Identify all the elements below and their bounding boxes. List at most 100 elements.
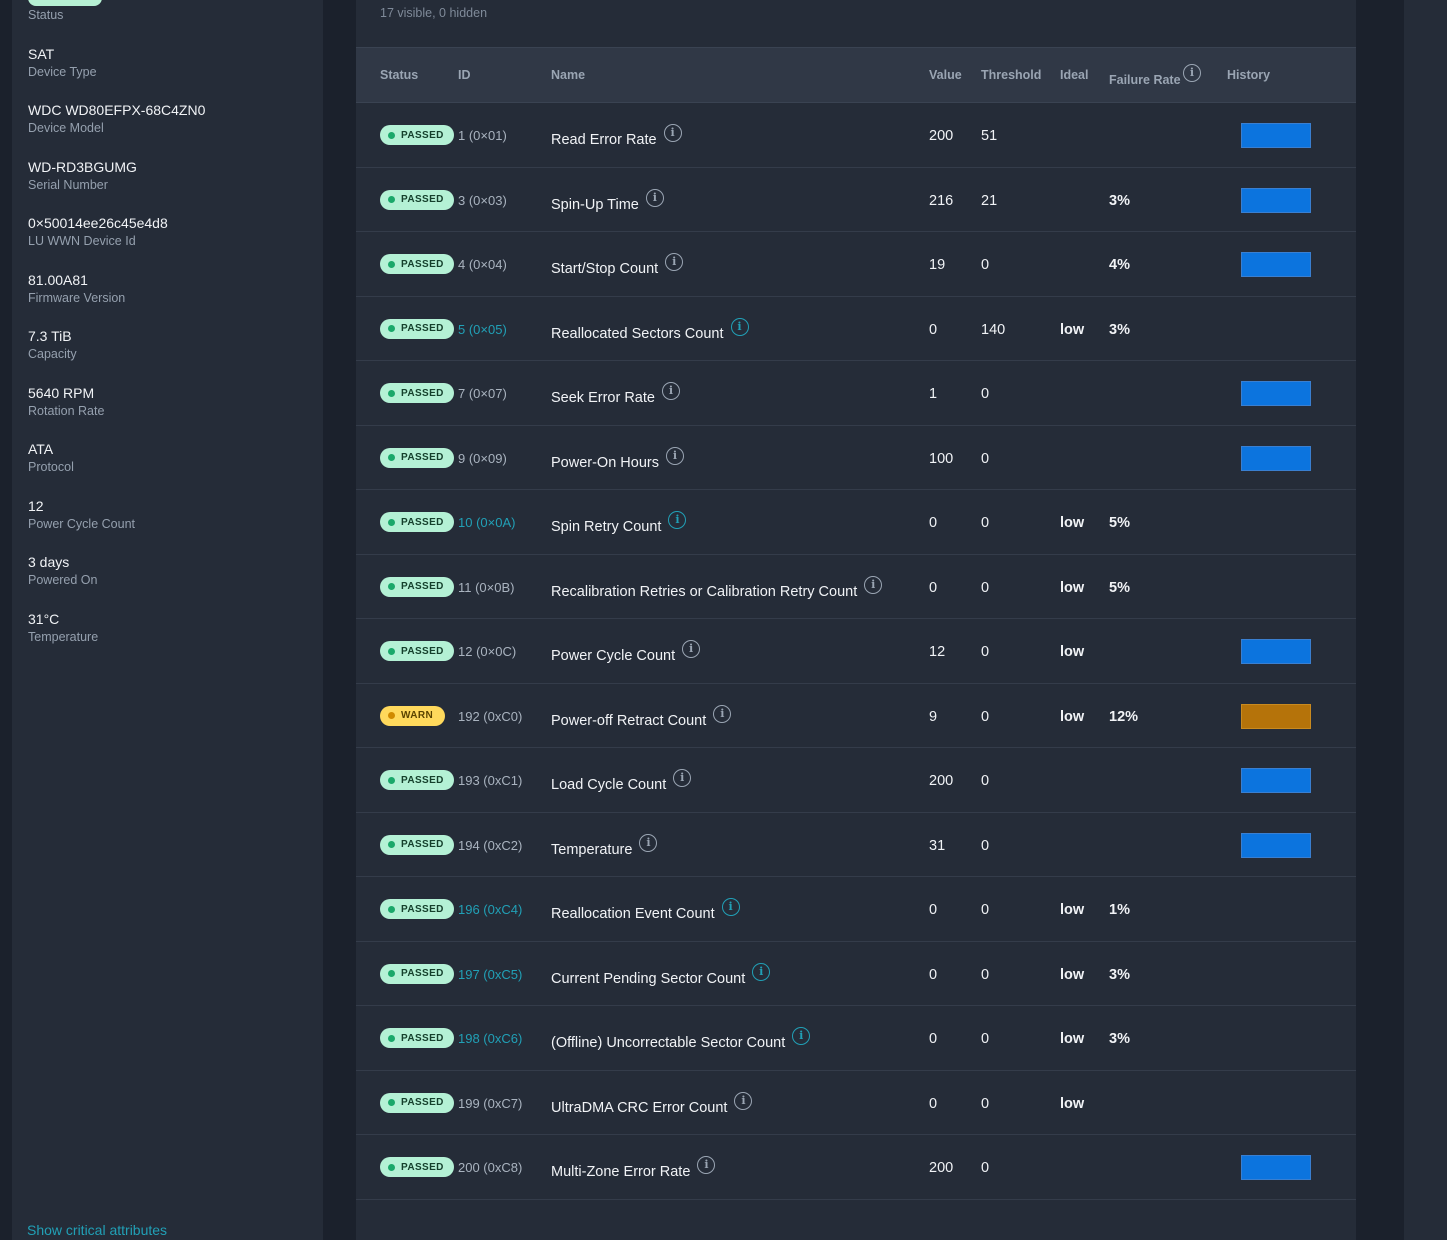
device-info-label: LU WWN Device Id — [28, 234, 136, 248]
status-dot-icon — [388, 647, 395, 655]
status-badge-label: PASSED — [401, 839, 444, 850]
header-failure-rate[interactable]: Failure Rate — [1109, 73, 1181, 87]
table-row[interactable]: PASSED 7 (0×07) Seek Error Rate i 1 0 — [356, 361, 1356, 426]
status-badge: PASSED — [380, 318, 454, 339]
history-chart[interactable] — [1241, 381, 1311, 406]
table-row[interactable]: PASSED 1 (0×01) Read Error Rate i 200 51 — [356, 103, 1356, 168]
history-chart[interactable] — [1241, 1155, 1311, 1180]
attribute-name: Spin-Up Time — [551, 196, 639, 213]
table-row[interactable]: PASSED 9 (0×09) Power-On Hours i 100 0 — [356, 426, 1356, 490]
device-info-value: 12 — [28, 498, 44, 514]
attribute-threshold: 51 — [981, 128, 998, 144]
status-badge: PASSED — [380, 899, 454, 919]
header-name[interactable]: Name — [551, 68, 586, 82]
info-icon[interactable]: i — [721, 898, 740, 916]
attribute-failure-rate: 5% — [1109, 515, 1130, 531]
info-icon[interactable]: i — [645, 188, 664, 207]
table-row[interactable]: WARN 192 (0xC0) Power-off Retract Count i 9 0… — [356, 684, 1356, 748]
info-icon[interactable]: i — [713, 704, 732, 723]
attribute-threshold: 0 — [981, 579, 990, 596]
table-row[interactable]: PASSED 193 (0xC1) Load Cycle Count i 200 0 — [356, 748, 1356, 813]
history-chart[interactable] — [1241, 123, 1311, 148]
attribute-value: 0 — [929, 902, 938, 918]
device-info-item: SAT Device Type — [28, 45, 97, 81]
attribute-id[interactable]: 10 (0×0A) — [458, 515, 516, 530]
info-icon[interactable]: i — [697, 1156, 716, 1174]
attribute-id[interactable]: 197 (0xC5) — [458, 966, 523, 982]
attribute-ideal: low — [1060, 579, 1085, 596]
attribute-failure-rate: 1% — [1109, 902, 1130, 918]
device-info-value: ATA — [28, 441, 54, 457]
history-chart[interactable] — [1241, 252, 1311, 277]
attribute-name-cell: Load Cycle Count i — [551, 769, 692, 793]
history-chart[interactable] — [1241, 768, 1311, 793]
table-header: Status ID Name Value Threshold Ideal Fai… — [356, 47, 1356, 103]
info-icon[interactable]: i — [673, 769, 692, 787]
attribute-value: 0 — [929, 321, 938, 338]
attribute-threshold: 0 — [981, 837, 990, 854]
status-dot-icon — [388, 454, 395, 461]
header-history[interactable]: History — [1227, 68, 1271, 82]
status-badge-label: PASSED — [401, 258, 444, 270]
info-icon[interactable]: i — [661, 382, 680, 400]
attribute-ideal: low — [1060, 1095, 1085, 1112]
history-chart[interactable] — [1241, 832, 1311, 858]
info-icon[interactable]: i — [639, 833, 658, 852]
info-icon[interactable]: i — [665, 253, 684, 271]
status-dot-icon — [388, 1099, 395, 1106]
header-status[interactable]: Status — [380, 68, 419, 82]
table-row[interactable]: PASSED 198 (0xC6) (Offline) Uncorrectable … — [356, 1006, 1356, 1071]
table-row[interactable]: PASSED 194 (0xC2) Temperature i 31 0 — [356, 813, 1356, 877]
show-critical-attributes-link[interactable]: Show critical attributes — [27, 1222, 168, 1238]
info-icon[interactable]: i — [734, 1091, 753, 1110]
device-info-label: Capacity — [28, 347, 77, 361]
info-icon[interactable]: i — [665, 446, 684, 465]
attribute-value: 100 — [929, 450, 954, 467]
attribute-name: Load Cycle Count — [551, 777, 667, 793]
header-threshold[interactable]: Threshold — [981, 68, 1042, 82]
table-row[interactable]: PASSED 12 (0×0C) Power Cycle Count i 12 0 low — [356, 619, 1356, 684]
attribute-name-cell: UltraDMA CRC Error Count i — [551, 1091, 753, 1116]
failure-rate-info-icon[interactable]: i — [1183, 64, 1201, 82]
info-icon[interactable]: i — [752, 962, 771, 981]
table-row[interactable]: PASSED 5 (0×05) Reallocated Sectors Count i… — [356, 297, 1356, 361]
history-chart[interactable] — [1241, 445, 1311, 471]
attribute-id: 200 (0xC8) — [458, 1160, 523, 1175]
header-ideal[interactable]: Ideal — [1060, 68, 1089, 82]
table-row[interactable]: PASSED 3 (0×03) Spin-Up Time i 216 21 3% — [356, 168, 1356, 232]
info-icon[interactable]: i — [682, 640, 701, 658]
header-id[interactable]: ID — [458, 68, 471, 82]
table-row[interactable]: PASSED 196 (0xC4) Reallocation Event Count… — [356, 877, 1356, 942]
attribute-id[interactable]: 5 (0×05) — [458, 321, 507, 337]
attribute-name-cell: (Offline) Uncorrectable Sector Count i — [551, 1027, 811, 1051]
info-icon[interactable]: i — [792, 1027, 811, 1045]
table-row[interactable]: PASSED 10 (0×0A) Spin Retry Count i 0 0 low 5% — [356, 490, 1356, 555]
device-info-sidebar: Status SAT Device Type WDC WD80EFPX-68C4ZN0… — [12, 0, 323, 1240]
attribute-value: 200 — [929, 773, 954, 789]
status-badge: PASSED — [380, 963, 454, 984]
table-row[interactable]: PASSED 200 (0xC8) Multi-Zone Error Rate i 20… — [356, 1135, 1356, 1200]
status-badge: PASSED — [380, 254, 454, 274]
info-icon[interactable]: i — [864, 575, 883, 594]
attribute-id[interactable]: 196 (0xC4) — [458, 902, 523, 917]
table-row[interactable]: PASSED 197 (0xC5) Current Pending Sector C… — [356, 942, 1356, 1006]
status-dot-icon — [388, 1163, 395, 1171]
history-chart[interactable] — [1241, 703, 1311, 729]
info-icon[interactable]: i — [668, 511, 687, 529]
info-icon[interactable]: i — [730, 317, 749, 336]
attribute-threshold: 0 — [981, 773, 990, 789]
table-row[interactable]: PASSED 4 (0×04) Start/Stop Count i 19 0 4% — [356, 232, 1356, 297]
header-value[interactable]: Value — [929, 68, 962, 82]
attribute-threshold: 0 — [981, 708, 990, 725]
history-chart[interactable] — [1241, 639, 1311, 664]
info-icon[interactable]: i — [663, 124, 682, 142]
table-row[interactable]: PASSED 11 (0×0B) Recalibration Retries or … — [356, 555, 1356, 619]
attribute-id[interactable]: 198 (0xC6) — [458, 1031, 523, 1046]
table-row[interactable]: PASSED 199 (0xC7) UltraDMA CRC Error Count… — [356, 1071, 1356, 1135]
right-panel — [1404, 0, 1447, 1240]
history-chart[interactable] — [1241, 187, 1311, 213]
attribute-name-cell: Temperature i — [551, 833, 658, 858]
device-info-item: 31°C Temperature — [28, 610, 98, 646]
status-badge-label: PASSED — [401, 903, 444, 915]
status-badge — [28, 0, 102, 6]
